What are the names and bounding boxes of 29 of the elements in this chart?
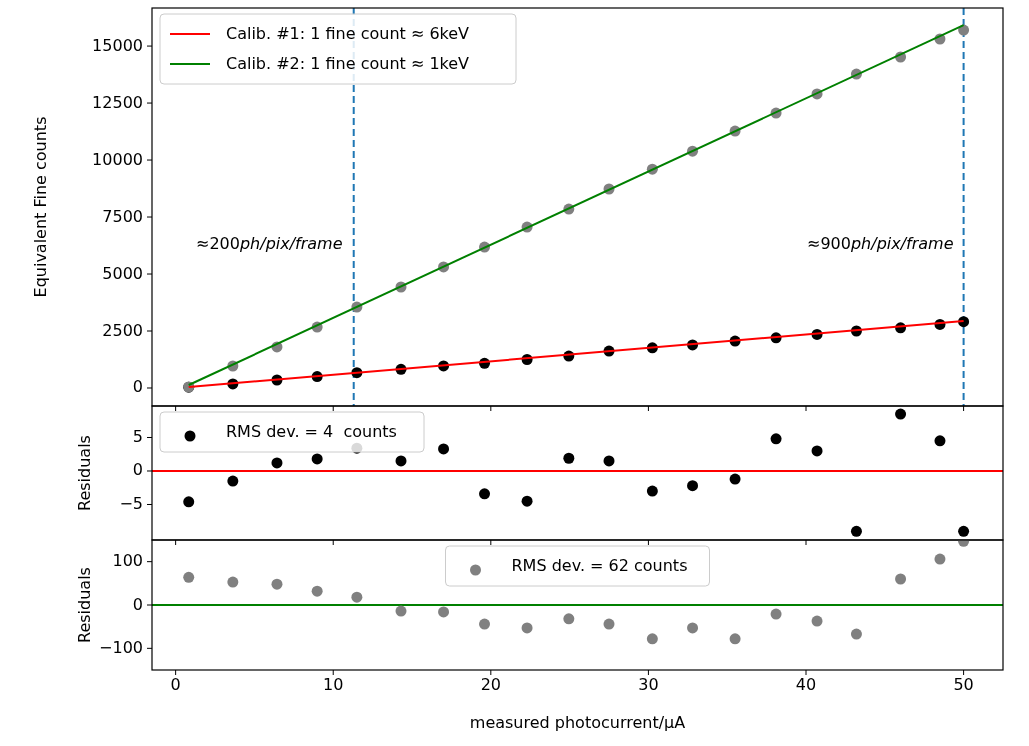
legend-label: RMS dev. = 4 counts — [226, 421, 397, 441]
y-tick-label: 10000 — [92, 149, 143, 169]
y-tick-label: 0 — [132, 594, 143, 614]
y-tick-label: 7500 — [102, 206, 143, 226]
y-axis-title: Equivalent Fine counts — [31, 116, 50, 298]
y-tick-label: 0 — [132, 460, 143, 480]
annotation: ≈200ph/pix/frame — [196, 233, 343, 253]
x-axis-title: measured photocurrent/μA — [469, 713, 686, 732]
x-tick-label: 30 — [638, 675, 659, 694]
y-axis-title: Residuals — [75, 435, 94, 511]
x-tick-label: 0 — [170, 675, 181, 694]
y-tick-label: 12500 — [92, 92, 143, 112]
x-tick-label: 50 — [953, 675, 974, 694]
legend-label: RMS dev. = 62 counts — [511, 555, 688, 575]
y-axis-title: Residuals — [75, 567, 94, 643]
y-tick-label: 100 — [112, 551, 143, 571]
legend-label: Calib. #1: 1 fine count ≈ 6keV — [226, 23, 470, 43]
y-tick-label: 5000 — [102, 263, 143, 283]
annotation: ≈900ph/pix/frame — [807, 233, 954, 253]
x-tick-label: 40 — [795, 675, 817, 694]
y-tick-label: 15000 — [92, 35, 143, 55]
y-tick-label: 5 — [132, 426, 143, 446]
y-tick-label: 2500 — [102, 320, 143, 340]
y-tick-label: −5 — [119, 493, 143, 513]
y-tick-label: 0 — [132, 377, 143, 397]
legend-label: Calib. #2: 1 fine count ≈ 1keV — [226, 53, 470, 73]
x-tick-label: 20 — [480, 675, 501, 694]
y-tick-label: −100 — [99, 637, 143, 657]
x-tick-label: 10 — [323, 675, 344, 694]
